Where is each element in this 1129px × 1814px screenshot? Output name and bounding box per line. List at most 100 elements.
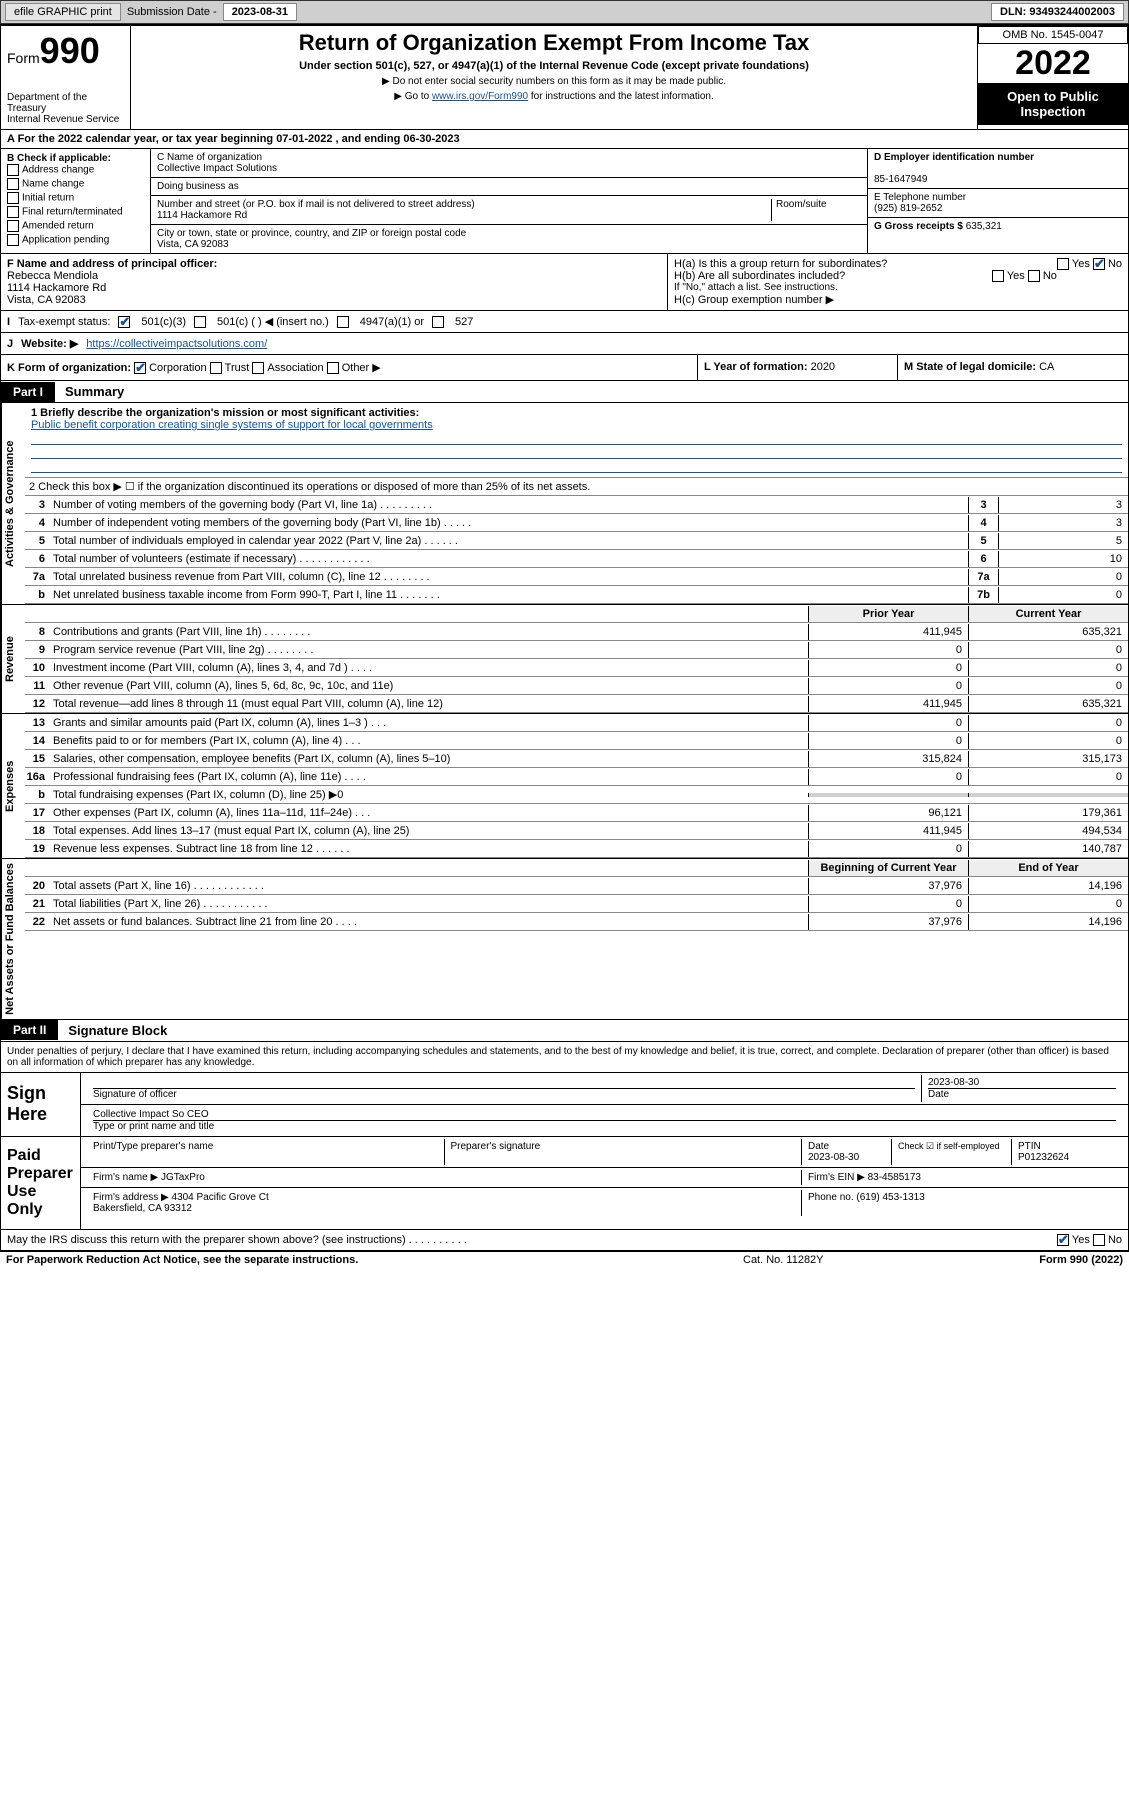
exp-line-b: bTotal fundraising expenses (Part IX, co…	[25, 786, 1128, 804]
section-netassets: Net Assets or Fund Balances Beginning of…	[0, 859, 1129, 1020]
c-city: Vista, CA 92083	[157, 239, 861, 250]
rev-line-12: 12Total revenue—add lines 8 through 11 (…	[25, 695, 1128, 713]
form-header: Form990 Department of the Treasury Inter…	[0, 24, 1129, 130]
exp-line-13: 13Grants and similar amounts paid (Part …	[25, 714, 1128, 732]
form-note-ssn: ▶ Do not enter social security numbers o…	[137, 76, 971, 87]
prep-self-employed: Check ☑ if self-employed	[892, 1139, 1012, 1165]
website-link[interactable]: https://collectiveimpactsolutions.com/	[86, 338, 267, 350]
c-dba-label: Doing business as	[157, 181, 239, 192]
exp-line-17: 17Other expenses (Part IX, column (A), l…	[25, 804, 1128, 822]
cb-initial-return[interactable]: Initial return	[7, 192, 144, 204]
paid-preparer-block: Paid Preparer Use Only Print/Type prepar…	[0, 1137, 1129, 1230]
firm-name: Firm's name ▶ JGTaxPro	[87, 1170, 802, 1185]
dept-label: Department of the Treasury	[7, 92, 124, 114]
section-expenses: Expenses 13Grants and similar amounts pa…	[0, 714, 1129, 859]
hc-label: H(c) Group exemption number ▶	[674, 293, 1122, 306]
c-name-label: C Name of organization	[157, 152, 861, 163]
part2-header: Part II Signature Block	[0, 1020, 1129, 1042]
mission-label: 1 Briefly describe the organization's mi…	[31, 407, 419, 419]
gov-line-7a: 7aTotal unrelated business revenue from …	[25, 568, 1128, 586]
exp-line-14: 14Benefits paid to or for members (Part …	[25, 732, 1128, 750]
cb-corp[interactable]	[134, 362, 146, 374]
gov-line-7b: bNet unrelated business taxable income f…	[25, 586, 1128, 604]
cb-trust[interactable]	[210, 362, 222, 374]
firm-addr: Firm's address ▶ 4304 Pacific Grove Ct	[93, 1192, 269, 1203]
section-revenue: Revenue Prior Year Current Year 8Contrib…	[0, 605, 1129, 714]
rev-line-9: 9Program service revenue (Part VIII, lin…	[25, 641, 1128, 659]
cb-final-return[interactable]: Final return/terminated	[7, 206, 144, 218]
year-formation: 2020	[811, 361, 835, 373]
submission-label: Submission Date -	[127, 6, 217, 18]
net-line-22: 22Net assets or fund balances. Subtract …	[25, 913, 1128, 931]
section-governance: Activities & Governance 1 Briefly descri…	[0, 403, 1129, 605]
cb-name-change[interactable]: Name change	[7, 178, 144, 190]
row-i: ITax-exempt status: 501(c)(3) 501(c) ( )…	[0, 311, 1129, 333]
cb-527[interactable]	[432, 316, 444, 328]
row-j: JWebsite: ▶ https://collectiveimpactsolu…	[0, 333, 1129, 355]
net-line-21: 21Total liabilities (Part X, line 26) . …	[25, 895, 1128, 913]
rev-line-10: 10Investment income (Part VIII, column (…	[25, 659, 1128, 677]
cb-4947[interactable]	[337, 316, 349, 328]
cb-assoc[interactable]	[252, 362, 264, 374]
cb-501c[interactable]	[194, 316, 206, 328]
line-2: 2 Check this box ▶ ☐ if the organization…	[25, 478, 1128, 495]
officer-name: Collective Impact So CEO	[93, 1109, 209, 1120]
f-city: Vista, CA 92083	[7, 294, 86, 306]
d-ein-label: D Employer identification number	[874, 152, 1034, 163]
cb-address-change[interactable]: Address change	[7, 164, 144, 176]
rev-line-11: 11Other revenue (Part VIII, column (A), …	[25, 677, 1128, 695]
row-a-period: A For the 2022 calendar year, or tax yea…	[0, 130, 1129, 149]
f-addr: 1114 Hackamore Rd	[7, 282, 106, 294]
gov-line-4: 4Number of independent voting members of…	[25, 514, 1128, 532]
ha-label: H(a) Is this a group return for subordin…	[674, 258, 887, 270]
form-label: Form990	[7, 30, 124, 72]
f-name: Rebecca Mendiola	[7, 270, 98, 282]
state-domicile: CA	[1039, 361, 1054, 373]
c-room-label: Room/suite	[771, 199, 861, 221]
cb-501c3[interactable]	[118, 316, 130, 328]
gov-line-3: 3Number of voting members of the governi…	[25, 496, 1128, 514]
form-note-link: ▶ Go to www.irs.gov/Form990 for instruct…	[137, 91, 971, 102]
firm-phone: Phone no. (619) 453-1313	[802, 1190, 1122, 1216]
net-line-20: 20Total assets (Part X, line 16) . . . .…	[25, 877, 1128, 895]
row-klm: K Form of organization: Corporation Trus…	[0, 355, 1129, 381]
cb-other[interactable]	[327, 362, 339, 374]
form-title: Return of Organization Exempt From Incom…	[137, 30, 971, 56]
tax-year: 2022	[978, 44, 1128, 83]
exp-line-19: 19Revenue less expenses. Subtract line 1…	[25, 840, 1128, 858]
open-public-badge: Open to Public Inspection	[978, 83, 1128, 125]
irs-link[interactable]: www.irs.gov/Form990	[432, 91, 528, 102]
sign-here-block: Sign Here Signature of officer 2023-08-3…	[0, 1073, 1129, 1137]
mission-text[interactable]: Public benefit corporation creating sing…	[31, 419, 433, 431]
e-phone-value: (925) 819-2652	[874, 203, 942, 214]
cb-amended[interactable]: Amended return	[7, 220, 144, 232]
fh-row: F Name and address of principal officer:…	[0, 254, 1129, 311]
col-b-checkboxes: B Check if applicable: Address change Na…	[1, 149, 151, 253]
cb-application-pending[interactable]: Application pending	[7, 234, 144, 246]
firm-ein: Firm's EIN ▶ 83-4585173	[802, 1170, 1122, 1185]
hb-label: H(b) Are all subordinates included?	[674, 270, 845, 282]
omb-number: OMB No. 1545-0047	[978, 26, 1128, 44]
hb-note: If "No," attach a list. See instructions…	[674, 282, 1122, 293]
exp-line-18: 18Total expenses. Add lines 13–17 (must …	[25, 822, 1128, 840]
firm-city: Bakersfield, CA 93312	[93, 1203, 192, 1214]
ptin: P01232624	[1018, 1152, 1069, 1163]
exp-line-16a: 16aProfessional fundraising fees (Part I…	[25, 768, 1128, 786]
exp-line-15: 15Salaries, other compensation, employee…	[25, 750, 1128, 768]
submission-date: 2023-08-31	[223, 3, 297, 21]
gov-line-5: 5Total number of individuals employed in…	[25, 532, 1128, 550]
c-addr-label: Number and street (or P.O. box if mail i…	[157, 199, 771, 210]
c-city-label: City or town, state or province, country…	[157, 228, 861, 239]
efile-print-button[interactable]: efile GRAPHIC print	[5, 3, 121, 21]
irs-label: Internal Revenue Service	[7, 114, 124, 125]
rev-line-8: 8Contributions and grants (Part VIII, li…	[25, 623, 1128, 641]
page-footer: For Paperwork Reduction Act Notice, see …	[0, 1251, 1129, 1268]
g-gross-label: G Gross receipts $	[874, 221, 963, 232]
perjury-text: Under penalties of perjury, I declare th…	[0, 1042, 1129, 1073]
c-addr: 1114 Hackamore Rd	[157, 210, 771, 221]
f-label: F Name and address of principal officer:	[7, 258, 217, 270]
form-subtitle: Under section 501(c), 527, or 4947(a)(1)…	[137, 60, 971, 72]
g-gross-value: 635,321	[966, 221, 1002, 232]
c-org-name: Collective Impact Solutions	[157, 163, 861, 174]
discuss-row: May the IRS discuss this return with the…	[0, 1230, 1129, 1251]
